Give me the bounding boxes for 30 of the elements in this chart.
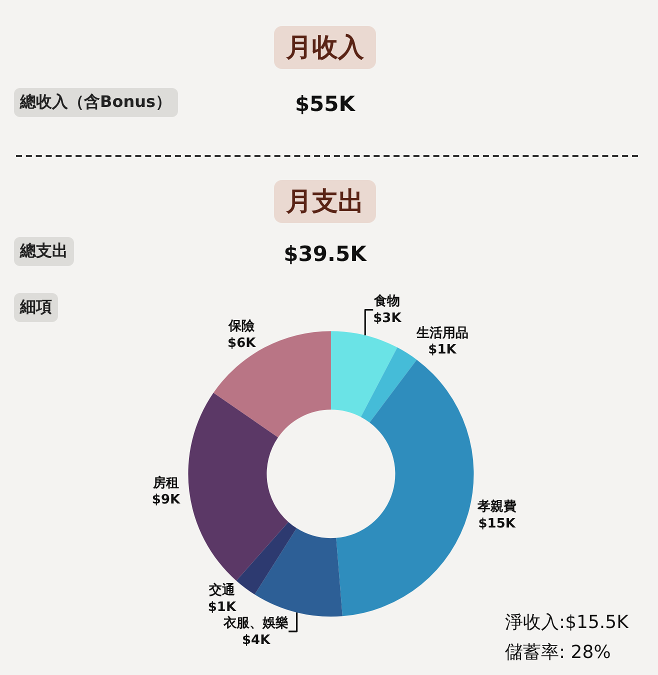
donut-slice [254,528,342,616]
text: 總收入（含Bonus） [14,88,178,117]
text: 細項 [14,293,58,322]
donut-slice [213,331,331,438]
text: 淨收入:$15.5K [505,611,628,634]
donut-slice [330,331,398,417]
slice-label: 食物 [373,294,400,309]
slice-label: 生活用品 [415,326,468,341]
text: $39.5K [284,242,366,266]
text: 儲蓄率: 28% [505,641,611,664]
donut-slice [188,392,288,581]
data-label: $3K [373,310,402,326]
slice-label: 交通 [208,582,236,598]
donut-slice [336,360,474,616]
data-label: $1K [428,342,458,358]
data-label: $15K [478,516,516,532]
data-label: $1K [208,600,237,615]
donut-slice [236,522,297,595]
donut-slice [360,347,417,422]
slice-label: 孝親費 [476,498,516,514]
text: 月收入 [274,26,376,69]
text: $55K [294,92,356,116]
slice-label: 房租 [152,474,179,491]
data-label: $6K [228,336,257,351]
data-label: $9K [152,492,182,508]
text: 月支出 [274,180,376,223]
text: 總支出 [14,237,74,266]
slice-label: 保險 [228,318,256,334]
data-label: $4K [242,632,272,648]
slice-label: 衣服、娛樂 [222,614,289,631]
